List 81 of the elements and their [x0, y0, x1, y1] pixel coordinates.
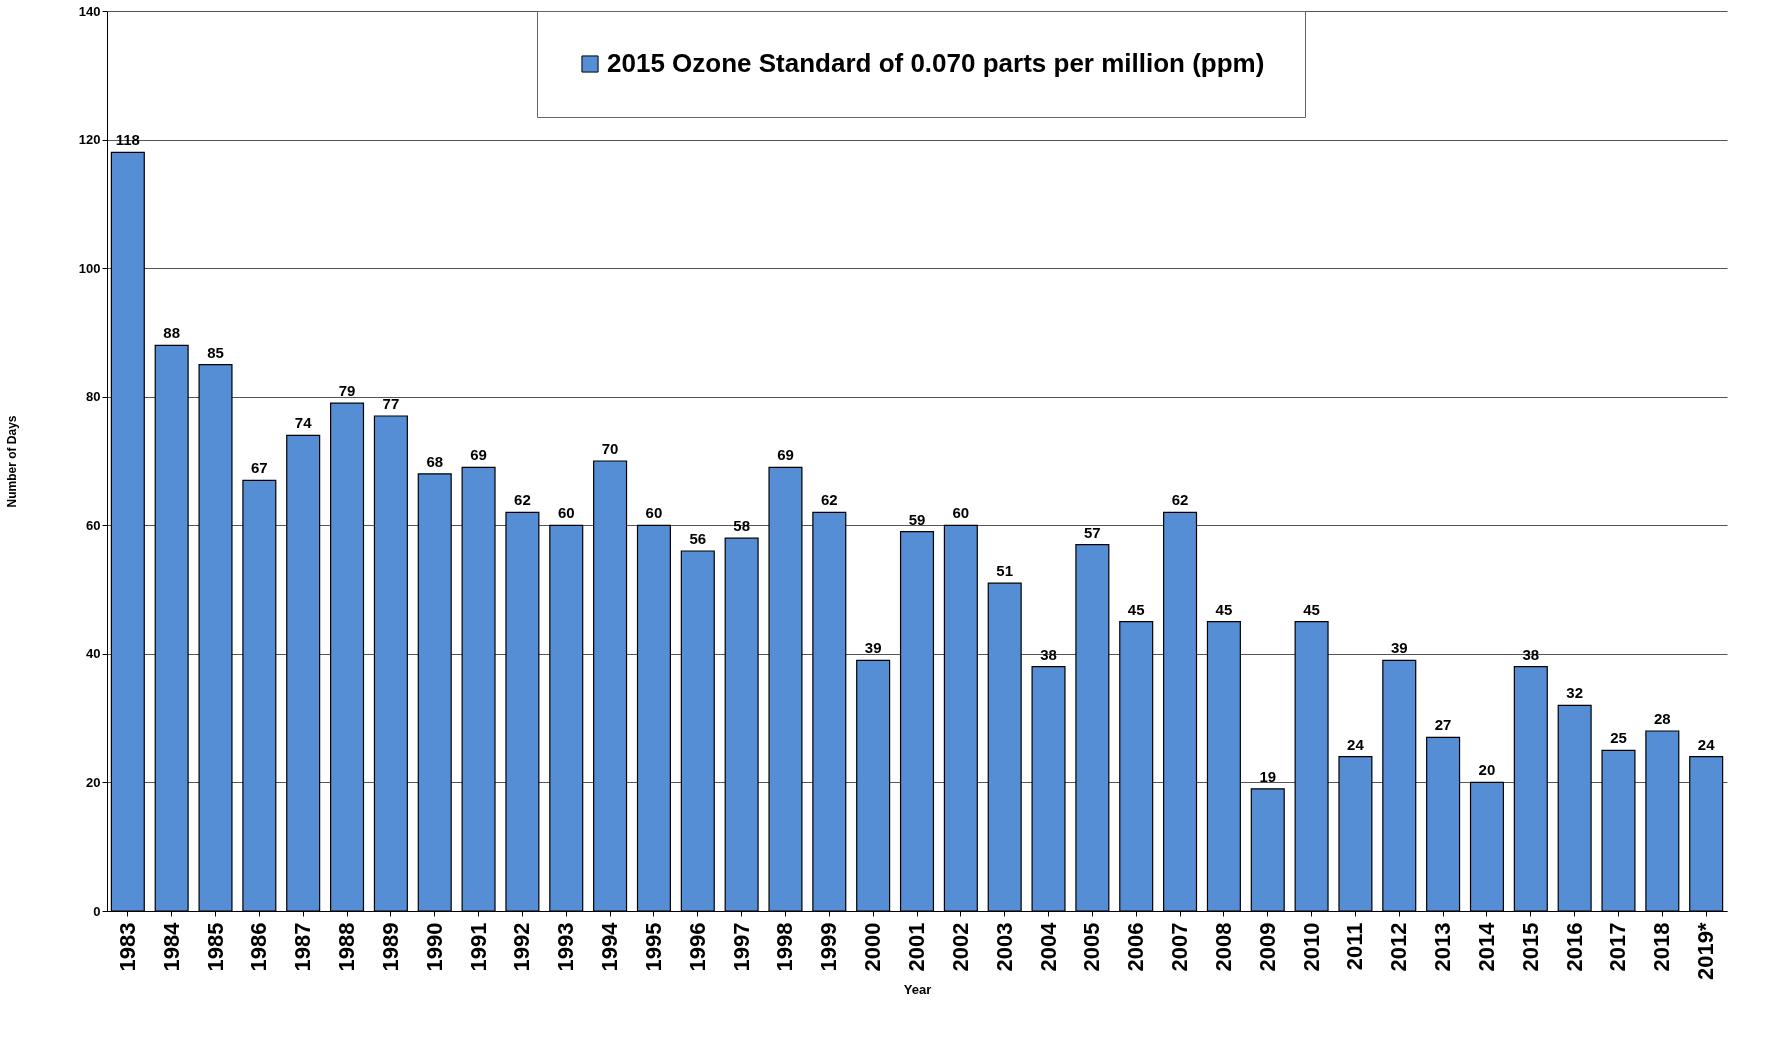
x-tick-label: 1984	[158, 921, 184, 972]
x-tick-label: 2016	[1561, 922, 1587, 972]
data-label: 24	[1347, 735, 1365, 753]
x-tick-label: 2010	[1298, 922, 1324, 972]
x-tick-label: 2008	[1210, 922, 1236, 972]
legend-label: 2015 Ozone Standard of 0.070 parts per million (ppm)	[607, 48, 1265, 78]
x-tick-label: 2001	[904, 922, 929, 972]
data-label: 70	[601, 440, 619, 457]
data-label: 45	[1303, 600, 1320, 618]
x-tick-label: 1986	[246, 922, 272, 972]
data-label: 19	[1259, 767, 1277, 785]
x-axis-title: Year	[903, 982, 932, 997]
y-tick-label: 40	[86, 646, 101, 662]
x-tick-label: 1985	[202, 922, 228, 972]
data-label: 74	[294, 414, 313, 432]
data-label: 85	[207, 343, 224, 361]
data-label: 25	[1610, 729, 1627, 747]
x-tick-label: 1999	[816, 922, 842, 972]
data-label: 57	[1084, 523, 1101, 541]
x-tick-label: 1988	[334, 922, 360, 972]
data-label: 28	[1653, 710, 1671, 727]
data-label: 68	[426, 452, 444, 470]
x-tick-label: 1996	[684, 922, 710, 972]
x-tick-label: 1983	[114, 922, 140, 972]
x-tick-label: 1998	[772, 922, 798, 972]
data-label: 60	[952, 504, 970, 522]
x-tick-label: 2002	[947, 922, 973, 972]
data-label: 45	[1127, 600, 1145, 618]
data-label: 59	[908, 510, 926, 528]
y-tick-label: 60	[86, 517, 101, 533]
data-label: 39	[864, 639, 882, 657]
data-label: 45	[1215, 600, 1233, 618]
x-tick-label: 1993	[553, 922, 579, 972]
x-tick-label: 1992	[509, 922, 535, 972]
x-tick-label: 2012	[1386, 922, 1412, 972]
data-label: 67	[251, 459, 268, 477]
y-tick-label: 80	[86, 389, 101, 405]
data-label: 62	[820, 491, 838, 509]
y-tick-label: 140	[78, 3, 101, 19]
x-tick-label: 2019*	[1693, 922, 1719, 981]
data-label: 27	[1434, 716, 1452, 734]
data-label: 69	[777, 446, 794, 464]
x-tick-label: 1991	[465, 922, 491, 972]
data-label: 77	[382, 395, 400, 412]
x-tick-label: 1989	[377, 922, 403, 972]
x-tick-label: 2014	[1473, 921, 1499, 972]
x-tick-label: 2017	[1605, 922, 1631, 972]
x-tick-label: 1997	[728, 922, 754, 972]
data-label: 88	[163, 324, 181, 342]
y-tick-label: 0	[93, 903, 101, 919]
x-tick-label: 2018	[1649, 922, 1675, 972]
data-label: 62	[1171, 491, 1189, 509]
x-tick-label: 2004	[1035, 921, 1061, 972]
x-tick-label: 2009	[1254, 922, 1280, 972]
y-tick-label: 120	[78, 132, 101, 148]
data-label: 60	[645, 504, 663, 522]
data-label: 39	[1390, 639, 1408, 657]
data-label: 60	[557, 504, 575, 522]
y-axis-title: Number of Days	[4, 415, 19, 508]
x-tick-label: 2000	[860, 922, 886, 972]
data-label: 69	[470, 446, 487, 464]
data-label: 24	[1697, 735, 1716, 753]
data-label: 32	[1566, 684, 1583, 702]
x-tick-label: 1995	[640, 922, 666, 972]
x-tick-label: 1987	[290, 922, 316, 972]
x-tick-label: 2006	[1123, 922, 1149, 972]
x-tick-label: 2003	[991, 922, 1017, 972]
y-tick-label: 20	[86, 774, 101, 790]
data-label: 79	[338, 382, 356, 400]
x-tick-label: 1994	[597, 921, 623, 972]
x-tick-label: 2015	[1517, 922, 1543, 972]
data-label: 51	[996, 562, 1014, 580]
x-tick-label: 2013	[1430, 922, 1456, 972]
y-tick-label: 100	[78, 260, 101, 276]
data-label: 62	[514, 491, 531, 509]
data-label: 56	[689, 530, 707, 547]
x-tick-label: 2007	[1167, 922, 1193, 972]
x-tick-label: 2005	[1079, 922, 1105, 972]
x-tick-label: 1990	[421, 922, 447, 972]
x-tick-label: 2011	[1342, 922, 1368, 971]
data-label: 20	[1478, 761, 1496, 779]
